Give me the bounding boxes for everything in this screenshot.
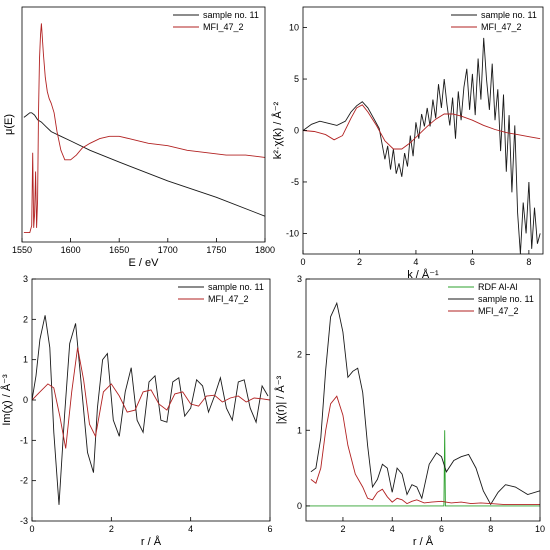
plot-frame bbox=[31, 278, 271, 522]
x-tick-label: 1750 bbox=[206, 245, 226, 255]
chart-panel-1: 1550 1600 1650 1700 1750 1800 E / eV μ(E) sample… bbox=[3, 6, 275, 269]
x-tick-label: 6 bbox=[470, 257, 475, 267]
x-tick-label: 4 bbox=[188, 524, 193, 534]
x-tick-label: 1700 bbox=[158, 245, 178, 255]
x-tick-label: 4 bbox=[390, 524, 395, 534]
y-axis-label: |χ(r)| / Å⁻³ bbox=[274, 375, 287, 424]
legend-entry: MFI_47_2 bbox=[203, 22, 244, 32]
plot-frame bbox=[305, 278, 541, 522]
series-line-2 bbox=[23, 23, 265, 234]
chart-panel-3: 0 2 4 6 -3 -2 -1 0 1 2 3 r / Å Im(χ) / Å⁻³ sample no.… bbox=[0, 274, 273, 548]
x-tick-label: 4 bbox=[413, 257, 418, 267]
x-tick-label: 1550 bbox=[12, 245, 32, 255]
y-tick-label: 0 bbox=[23, 395, 28, 405]
legend-entry: MFI_47_2 bbox=[478, 306, 519, 316]
x-axis-label: r / Å bbox=[413, 535, 434, 548]
y-tick-label: 1 bbox=[23, 355, 28, 365]
series-line-1 bbox=[23, 112, 265, 217]
y-tick-label: -5 bbox=[291, 177, 299, 187]
x-tick-label: 8 bbox=[488, 524, 493, 534]
legend-entry: RDF Al-Al bbox=[478, 282, 518, 292]
series-line-1 bbox=[32, 315, 269, 505]
x-tick-label: 10 bbox=[535, 524, 545, 534]
y-tick-label: 2 bbox=[23, 314, 28, 324]
y-axis-label: k²·χ(k) / Å⁻² bbox=[271, 101, 284, 159]
y-tick-label: 2 bbox=[297, 350, 302, 360]
y-tick-label: 5 bbox=[294, 74, 299, 84]
x-tick-label: 8 bbox=[526, 257, 531, 267]
y-axis-label: Im(χ) / Å⁻³ bbox=[0, 374, 13, 426]
chart-panel-4: 2 4 6 8 10 0 1 2 3 r / Å |χ(r)| / Å⁻³ RDF Al-Al samp… bbox=[274, 274, 545, 548]
y-tick-label: 10 bbox=[289, 23, 299, 33]
series-line-1 bbox=[303, 37, 541, 254]
legend-entry: MFI_47_2 bbox=[208, 294, 249, 304]
x-tick-label: 2 bbox=[340, 524, 345, 534]
y-tick-label: -10 bbox=[286, 228, 299, 238]
x-tick-label: 0 bbox=[29, 524, 34, 534]
y-tick-label: 1 bbox=[297, 425, 302, 435]
x-tick-label: 1800 bbox=[255, 245, 275, 255]
series-line-2 bbox=[32, 347, 270, 449]
legend-entry: sample no. 11 bbox=[481, 10, 537, 20]
x-axis-label: r / Å bbox=[141, 535, 162, 548]
x-tick-label: 0 bbox=[300, 257, 305, 267]
series-line-2 bbox=[310, 301, 540, 506]
y-tick-label: 0 bbox=[294, 126, 299, 136]
series-line-3 bbox=[310, 395, 540, 505]
chart-panel-2: 0 2 4 6 8 -10 -5 0 5 10 k / Å⁻¹ k²·χ(k) / Å⁻² sample… bbox=[271, 6, 544, 281]
x-tick-label: 2 bbox=[357, 257, 362, 267]
y-tick-label: 3 bbox=[297, 274, 302, 284]
y-tick-label: -2 bbox=[20, 476, 28, 486]
series-line-2 bbox=[303, 104, 541, 150]
y-tick-label: -1 bbox=[20, 435, 28, 445]
y-axis-label: μ(E) bbox=[3, 114, 15, 135]
x-axis-label: E / eV bbox=[129, 257, 160, 269]
legend-entry: sample no. 11 bbox=[208, 282, 264, 292]
x-axis-label: k / Å⁻¹ bbox=[407, 268, 439, 281]
x-tick-label: 6 bbox=[439, 524, 444, 534]
legend-entry: sample no. 11 bbox=[203, 10, 259, 20]
x-tick-label: 1650 bbox=[109, 245, 129, 255]
plot-frame bbox=[21, 6, 266, 243]
x-tick-label: 1600 bbox=[61, 245, 81, 255]
legend-entry: sample no. 11 bbox=[478, 294, 534, 304]
y-tick-label: 3 bbox=[23, 274, 28, 284]
y-tick-label: 0 bbox=[297, 501, 302, 511]
y-tick-label: -3 bbox=[20, 516, 28, 526]
x-tick-label: 6 bbox=[267, 524, 272, 534]
x-tick-label: 2 bbox=[109, 524, 114, 534]
legend-entry: MFI_47_2 bbox=[481, 22, 522, 32]
